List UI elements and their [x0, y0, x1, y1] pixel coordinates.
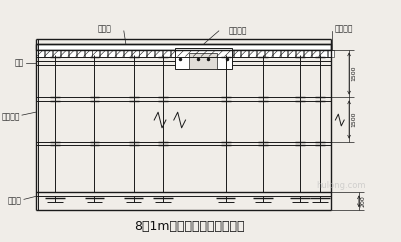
Bar	[210, 50, 217, 57]
Bar	[304, 50, 311, 57]
Bar	[186, 50, 193, 57]
Bar	[124, 50, 131, 57]
Bar	[132, 50, 138, 57]
Bar	[194, 50, 201, 57]
Bar	[155, 50, 162, 57]
Bar	[69, 50, 76, 57]
Text: 穿梁螺栓: 穿梁螺栓	[229, 26, 247, 35]
Bar	[233, 50, 240, 57]
Bar	[226, 50, 233, 57]
Bar	[241, 50, 248, 57]
Bar	[36, 44, 332, 50]
Bar	[257, 50, 264, 57]
Bar	[36, 50, 332, 57]
Bar	[45, 50, 53, 57]
Bar	[202, 50, 209, 57]
Bar	[328, 50, 334, 57]
Bar	[140, 50, 146, 57]
Bar	[218, 50, 225, 57]
Bar	[85, 50, 91, 57]
Bar	[179, 50, 186, 57]
Bar	[61, 50, 68, 57]
Bar	[77, 50, 84, 57]
Bar	[147, 50, 154, 57]
Bar	[171, 50, 178, 57]
Bar	[265, 50, 272, 57]
Bar	[312, 50, 319, 57]
Text: hulong.com: hulong.com	[316, 181, 366, 190]
Bar	[281, 50, 288, 57]
Text: 木方: 木方	[15, 59, 24, 68]
Bar	[116, 50, 123, 57]
Text: 钢管立柱: 钢管立柱	[2, 113, 20, 121]
Bar	[296, 50, 303, 57]
Text: 钢管大模: 钢管大模	[334, 24, 353, 33]
Bar	[175, 47, 231, 69]
Bar	[189, 53, 217, 69]
Text: 木架板: 木架板	[8, 197, 22, 206]
Text: 1500: 1500	[351, 112, 356, 127]
Bar	[108, 50, 115, 57]
Bar	[93, 50, 99, 57]
Bar	[100, 50, 107, 57]
Bar	[288, 50, 295, 57]
Text: 200: 200	[361, 196, 366, 207]
Bar	[53, 50, 60, 57]
Text: 多层板: 多层板	[97, 24, 111, 33]
Bar	[273, 50, 279, 57]
Bar	[38, 50, 45, 57]
Bar	[320, 50, 326, 57]
Bar	[163, 50, 170, 57]
Text: 1500: 1500	[351, 66, 356, 81]
Bar	[249, 50, 256, 57]
Text: 8．1m层顶板模板支承体系图: 8．1m层顶板模板支承体系图	[134, 220, 245, 233]
